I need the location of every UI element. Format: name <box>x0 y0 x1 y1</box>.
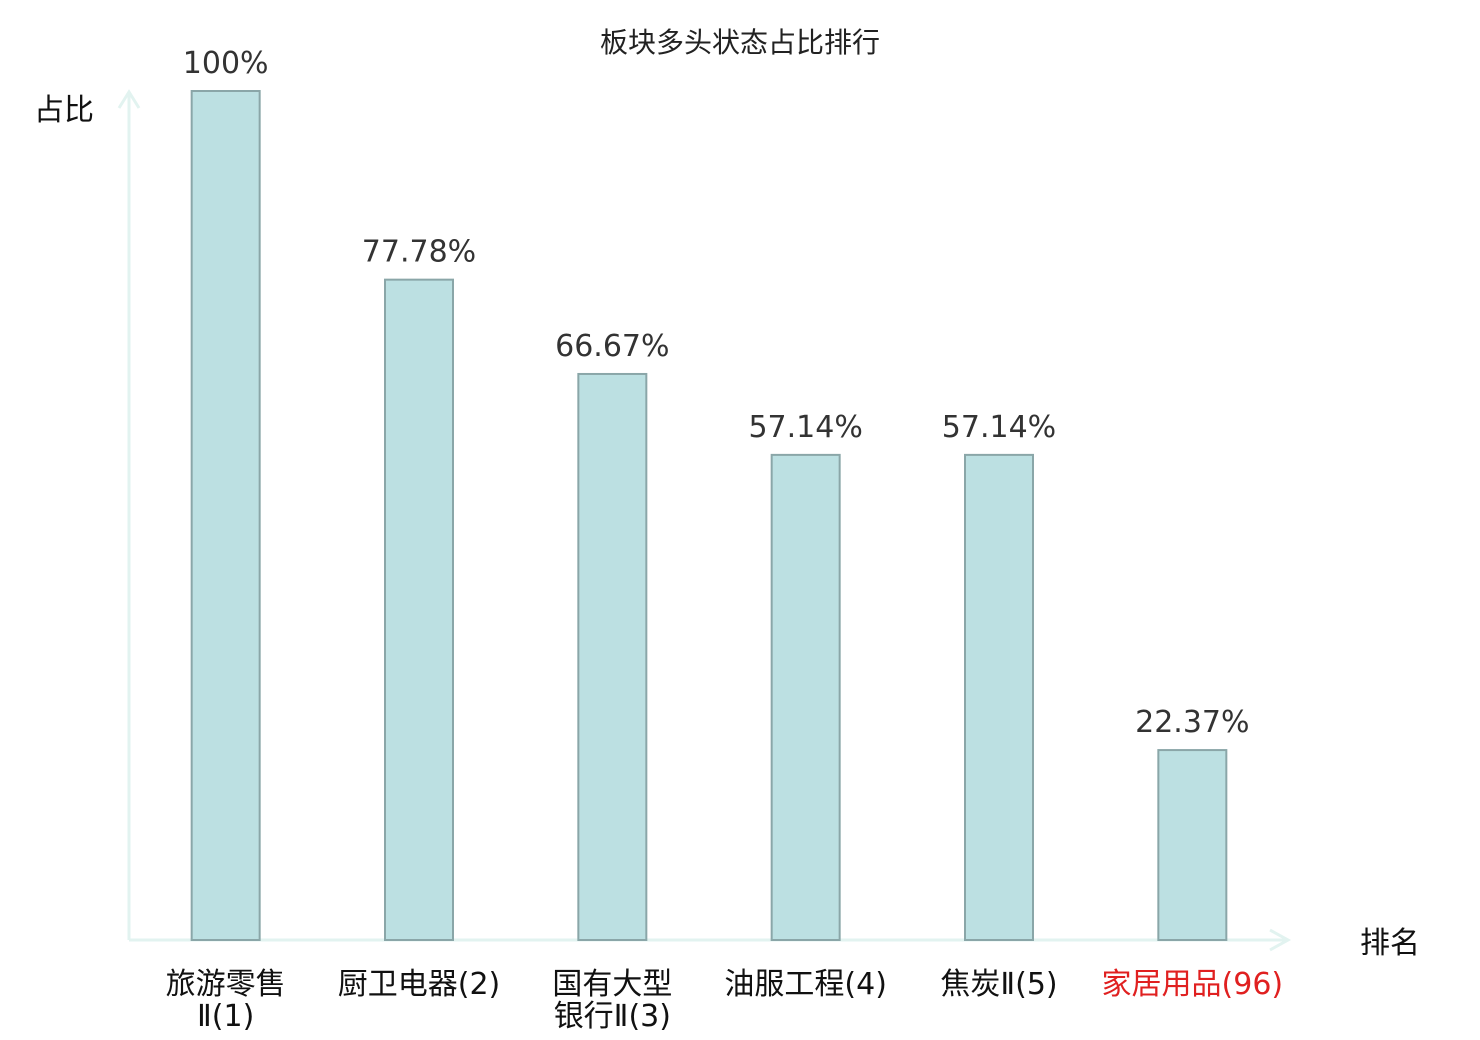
y-axis-label: 占比 <box>34 93 94 128</box>
category-label-3-line-1: 国有大型 <box>552 967 672 1002</box>
category-label-1-line-1: 旅游零售 <box>166 967 286 1002</box>
category-label-4: 油服工程(4) <box>724 967 887 1002</box>
y-axis-arrow-icon <box>117 89 141 109</box>
category-label-2: 厨卫电器(2) <box>338 967 501 1002</box>
bar-2 <box>384 278 454 941</box>
axes <box>117 89 1292 952</box>
value-label-6: 22.37% <box>1135 705 1249 740</box>
bars <box>190 90 1228 942</box>
category-label-6: 家居用品(96) <box>1102 967 1284 1002</box>
value-label-3: 66.67% <box>555 329 669 364</box>
value-label-4: 57.14% <box>748 410 862 445</box>
x-axis-label: 排名 <box>1360 926 1420 961</box>
value-labels: 100% 77.78% 66.67% 57.14% 57.14% 22.37% <box>183 46 1250 740</box>
chart-title: 板块多头状态占比排行 <box>600 26 880 59</box>
bar-5 <box>964 453 1034 941</box>
value-label-1: 100% <box>183 46 269 81</box>
bar-4 <box>770 453 841 941</box>
value-label-2: 77.78% <box>362 235 476 270</box>
category-label-3-line-2: 银行Ⅱ(3) <box>554 999 671 1034</box>
bar-1 <box>190 90 261 941</box>
bar-3 <box>577 372 648 942</box>
category-label-1-line-2: Ⅱ(1) <box>197 999 254 1034</box>
category-label-5: 焦炭Ⅱ(5) <box>940 967 1057 1002</box>
bar-6 <box>1157 749 1228 941</box>
value-label-5: 57.14% <box>942 410 1056 445</box>
x-axis-arrow-icon <box>1269 928 1292 952</box>
